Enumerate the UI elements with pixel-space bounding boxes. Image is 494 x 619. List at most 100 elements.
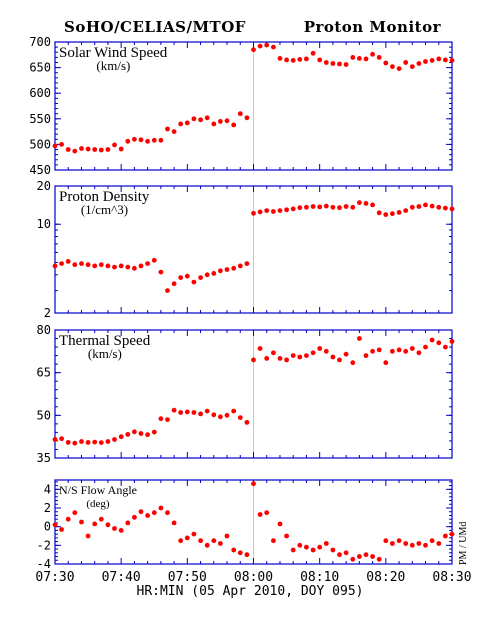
data-point — [158, 269, 164, 275]
data-point — [363, 56, 369, 62]
y-tick-label: -2 — [37, 538, 51, 552]
data-point — [132, 514, 137, 520]
data-point — [396, 210, 402, 215]
data-point — [357, 336, 362, 341]
data-point — [65, 516, 71, 522]
data-point — [423, 202, 428, 208]
data-point — [72, 148, 78, 154]
data-point — [284, 357, 289, 363]
x-tick-label: 08:30 — [432, 570, 471, 585]
data-point — [350, 204, 356, 210]
y-tick-label: 4 — [44, 482, 51, 496]
data-point — [204, 408, 210, 414]
data-point — [383, 60, 389, 66]
data-point — [284, 207, 289, 213]
x-tick-label: 07:30 — [35, 570, 74, 585]
data-point — [165, 288, 170, 293]
data-point — [350, 55, 356, 60]
data-point — [184, 409, 190, 415]
data-point — [429, 58, 435, 63]
data-point — [290, 206, 296, 212]
data-point — [118, 263, 124, 269]
data-point — [211, 271, 217, 276]
data-point — [244, 115, 250, 121]
data-point — [323, 541, 329, 546]
data-point — [112, 437, 117, 442]
data-point — [231, 265, 237, 271]
data-point — [409, 542, 415, 548]
data-point — [343, 62, 349, 67]
data-point — [264, 356, 270, 361]
data-point — [151, 429, 157, 435]
data-point — [191, 531, 197, 537]
data-points — [52, 42, 455, 154]
data-point — [79, 519, 84, 525]
data-point — [330, 61, 336, 66]
x-tick-label: 07:50 — [168, 570, 207, 585]
data-point — [171, 129, 177, 135]
data-point — [218, 414, 223, 420]
data-point — [383, 360, 389, 366]
data-point — [79, 146, 84, 151]
data-point — [165, 417, 170, 422]
data-point — [271, 44, 276, 50]
data-point — [350, 360, 356, 366]
data-point — [423, 344, 428, 350]
data-point — [65, 440, 71, 445]
data-point — [449, 531, 455, 537]
data-point — [383, 538, 389, 544]
data-point — [409, 204, 415, 210]
data-point — [218, 268, 223, 274]
data-point — [198, 275, 204, 280]
data-point — [118, 434, 124, 440]
y-tick-label: 2 — [44, 306, 51, 320]
panel-unit: (deg) — [86, 498, 110, 510]
data-point — [277, 208, 283, 214]
data-point — [105, 263, 111, 269]
data-point — [59, 261, 64, 266]
data-point — [264, 208, 270, 214]
data-point — [85, 533, 91, 539]
data-point — [52, 522, 58, 528]
data-point — [92, 263, 98, 269]
data-point — [257, 43, 263, 49]
data-point — [403, 60, 409, 65]
data-point — [304, 204, 309, 210]
data-point — [237, 111, 243, 117]
data-point — [158, 505, 164, 511]
data-point — [383, 212, 389, 218]
data-point — [317, 204, 323, 210]
data-point — [436, 204, 442, 210]
panel-title: Thermal Speed — [59, 333, 151, 349]
data-point — [178, 275, 184, 280]
data-point — [105, 147, 111, 152]
data-point — [244, 552, 250, 558]
data-point — [343, 204, 349, 209]
data-point — [211, 121, 217, 127]
data-point — [178, 121, 184, 127]
data-point — [317, 346, 323, 351]
data-point — [52, 437, 58, 442]
data-point — [330, 204, 336, 210]
data-point — [337, 61, 342, 67]
data-point — [376, 55, 382, 60]
data-point — [304, 353, 309, 358]
y-tick-label: 10 — [37, 217, 51, 231]
y-tick-label: 50 — [37, 408, 51, 422]
y-tick-label: 600 — [29, 86, 51, 100]
data-point — [198, 117, 204, 123]
y-tick-label: -4 — [37, 557, 51, 571]
data-point — [138, 263, 144, 269]
data-point — [357, 554, 362, 559]
data-point — [218, 541, 223, 546]
data-point — [237, 550, 243, 556]
data-point — [323, 203, 329, 209]
data-point — [65, 259, 71, 264]
data-point — [284, 533, 289, 539]
data-point — [224, 412, 230, 418]
data-point — [297, 205, 303, 211]
data-point — [416, 541, 422, 546]
panel-4: -4 -2 0 2 4 N/S Flow Angle(deg) — [37, 479, 455, 571]
data-point — [297, 542, 303, 548]
data-point — [231, 122, 237, 128]
